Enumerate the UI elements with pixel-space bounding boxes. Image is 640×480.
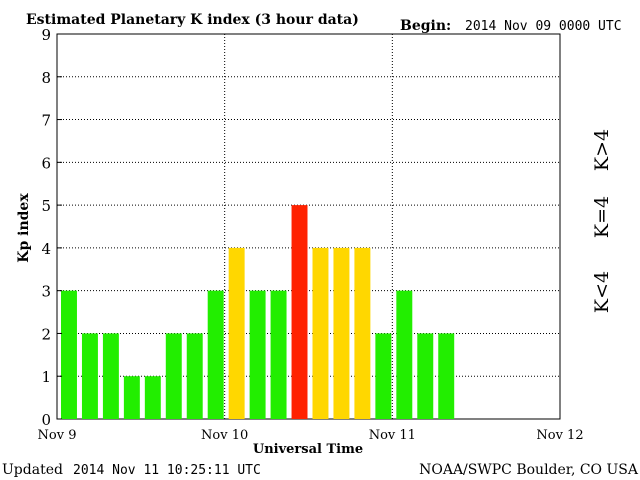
kp-bar: [249, 290, 266, 419]
kp-bar: [354, 247, 371, 419]
kp-bar: [312, 247, 329, 419]
kp-bar: [61, 290, 77, 419]
updated-label: Updated: [2, 462, 63, 478]
x-tick-label: Nov 9: [38, 428, 77, 443]
y-tick-label: 1: [41, 368, 51, 386]
legend-high: K>4: [591, 129, 613, 171]
bars: [61, 205, 455, 419]
kp-bar: [207, 290, 224, 419]
kp-bar: [375, 333, 392, 419]
kp-bar: [144, 376, 161, 419]
y-tick-label: 8: [41, 69, 51, 87]
updated-value: 2014 Nov 11 10:25:11 UTC: [73, 463, 261, 478]
legend-low: K<4: [591, 271, 613, 313]
x-ticks: Nov 9 Nov 10 Nov 11 Nov 12: [38, 428, 584, 443]
kp-bar: [165, 333, 182, 419]
y-ticks: 0 1 2 3 4 5 6 7 8 9: [41, 26, 62, 429]
y-tick-label: 7: [41, 112, 51, 130]
begin-value: 2014 Nov 09 0000 UTC: [465, 19, 622, 34]
kp-bar: [291, 205, 308, 419]
plot-area: [56, 33, 561, 420]
grid: [57, 34, 560, 419]
x-tick-label: Nov 12: [536, 428, 583, 443]
y-tick-label: 4: [41, 240, 51, 258]
source-credit: NOAA/SWPC Boulder, CO USA: [419, 462, 639, 478]
kp-bar: [396, 290, 413, 419]
x-tick-label: Nov 11: [369, 428, 416, 443]
kp-bar: [228, 247, 245, 419]
y-tick-label: 0: [41, 411, 51, 429]
x-tick-label: Nov 10: [201, 428, 248, 443]
kp-bar: [102, 333, 119, 419]
kp-bar: [438, 333, 455, 419]
x-axis-label: Universal Time: [253, 442, 363, 457]
kp-bar: [270, 290, 287, 419]
begin-label: Begin:: [400, 18, 451, 34]
kp-bar: [333, 247, 350, 419]
legend-equal: K=4: [591, 196, 613, 238]
kp-bar: [186, 333, 203, 419]
y-tick-label: 2: [41, 325, 51, 343]
chart-title: Estimated Planetary K index (3 hour data…: [26, 12, 359, 28]
y-tick-label: 5: [41, 197, 51, 215]
kp-bar: [81, 333, 98, 419]
kp-bar: [123, 376, 140, 419]
y-tick-label: 9: [41, 26, 51, 44]
y-tick-label: 3: [41, 283, 51, 301]
y-tick-label: 6: [41, 154, 51, 172]
y-axis-label: Kp index: [16, 193, 32, 263]
kp-bar: [417, 333, 434, 419]
